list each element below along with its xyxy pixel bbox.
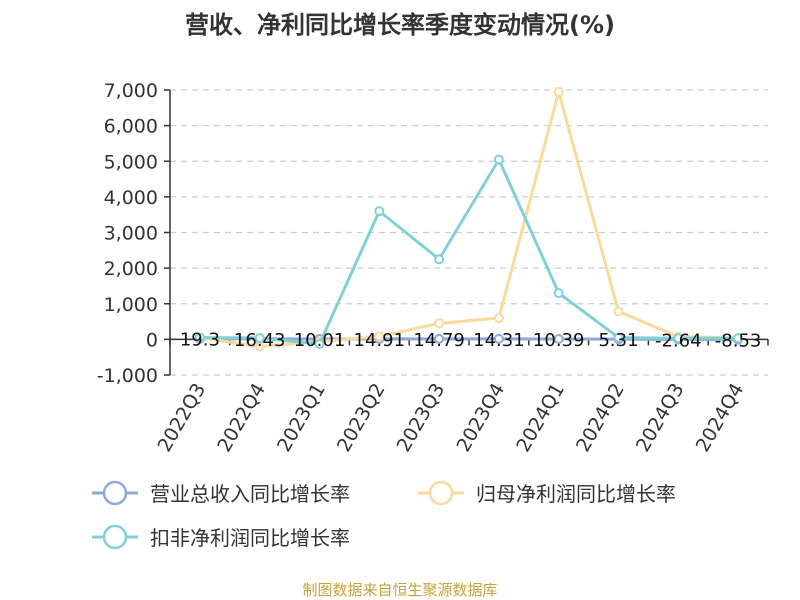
x-tick-label: 2024Q4 [692, 380, 749, 456]
data-point [493, 313, 504, 323]
x-tick-label: 2024Q1 [512, 380, 569, 456]
data-label: -2.64 [655, 330, 702, 351]
data-point [553, 288, 564, 299]
series-line [199, 90, 739, 348]
legend-label: 扣非净利润同比增长率 [150, 526, 350, 550]
data-point [374, 206, 385, 217]
data-label: 16.43 [234, 330, 286, 351]
data-label: 10.01 [294, 330, 346, 351]
data-point [613, 306, 624, 317]
legend-marker-icon [102, 524, 128, 550]
series-line [199, 157, 739, 346]
x-tick-label: 2024Q3 [632, 380, 689, 456]
chart-title: 营收、净利同比增长率季度变动情况(%) [185, 11, 615, 39]
data-label: 14.91 [354, 330, 406, 351]
data-label: -8.53 [715, 331, 762, 352]
legend-item[interactable]: 营业总收入同比增长率 [92, 480, 350, 506]
data-point [314, 339, 325, 350]
y-tick-label: 4,000 [104, 187, 158, 209]
data-label: 14.31 [473, 330, 525, 351]
x-tick-label: 2022Q4 [213, 380, 270, 456]
data-point [434, 318, 445, 329]
y-tick-label: 1,000 [104, 294, 158, 316]
legend-item[interactable]: 归母净利润同比增长率 [418, 480, 676, 506]
series-group [194, 86, 744, 352]
y-tick-label: 5,000 [104, 151, 158, 173]
x-tick-label: 2023Q1 [273, 380, 330, 456]
legend-item[interactable]: 扣非净利润同比增长率 [92, 524, 350, 550]
x-tick-label: 2023Q2 [333, 380, 390, 456]
data-label: 19.3 [180, 330, 220, 351]
x-tick-label: 2022Q3 [153, 380, 210, 456]
data-point [434, 333, 445, 344]
legend-label: 归母净利润同比增长率 [476, 482, 676, 506]
data-label: 5.31 [598, 330, 638, 351]
data-label: 14.79 [413, 330, 465, 351]
y-tick-label: 3,000 [104, 223, 158, 245]
x-tick-label: 2023Q3 [393, 379, 450, 455]
data-point [254, 332, 265, 343]
grid-lines [170, 89, 768, 376]
y-tick-label: -1,000 [97, 365, 158, 387]
data-point [434, 254, 445, 265]
data-labels: 19.3 16.43 10.01 14.91 14.79 14.31 10.39 5.31 -2… [180, 330, 762, 352]
data-point [493, 333, 504, 344]
x-tick-label: 2023Q4 [452, 380, 509, 456]
y-tick-label: 7,000 [104, 80, 158, 102]
data-point [733, 333, 744, 344]
legend-marker-icon [428, 480, 454, 506]
data-point [613, 332, 624, 343]
data-label: 10.39 [533, 330, 585, 351]
y-axis-ticks: -1,000 0 1,000 2,000 3,000 4,000 5,000 6,000 7,0… [97, 80, 170, 387]
data-point [673, 333, 684, 344]
data-point [374, 331, 385, 342]
data-point [194, 332, 205, 343]
x-tick-label: 2024Q2 [572, 380, 629, 456]
y-tick-label: 6,000 [104, 116, 158, 138]
data-point [493, 154, 504, 165]
source-note: 制图数据来自恒生聚源数据库 [302, 581, 497, 599]
data-point [553, 334, 564, 345]
x-axis-ticks: 2022Q3 2022Q4 2023Q1 2023Q2 2023Q3 2023Q4 2024… [153, 339, 769, 456]
legend-label: 营业总收入同比增长率 [150, 482, 350, 506]
y-tick-label: 2,000 [104, 258, 158, 280]
y-tick-label: 0 [146, 329, 158, 351]
legend-marker-icon [102, 480, 128, 506]
data-point [553, 86, 564, 97]
